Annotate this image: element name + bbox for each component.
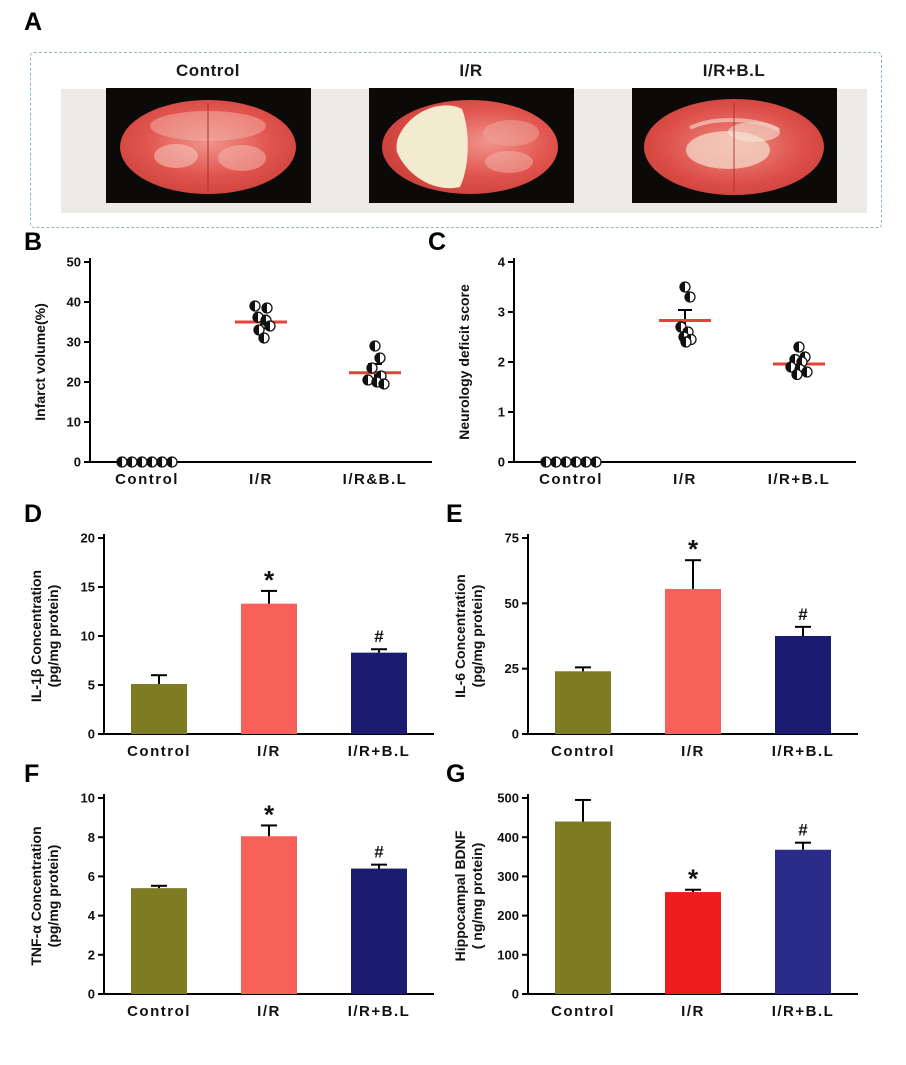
- svg-text:10: 10: [67, 415, 81, 430]
- svg-text:100: 100: [497, 947, 519, 962]
- panel-c-neurology-score-scatter-chart: 0 1 2 3 4 Control I/R I/R+B.L Neurology deficit …: [452, 250, 872, 500]
- svg-text:I/R: I/R: [249, 471, 273, 488]
- svg-text:*: *: [688, 534, 699, 564]
- brain-caption-control: Control: [176, 61, 240, 80]
- svg-text:0: 0: [88, 727, 95, 742]
- svg-text:Hippocampal BDNF: Hippocampal BDNF: [452, 830, 468, 961]
- svg-text:0: 0: [498, 455, 505, 470]
- svg-text:Control: Control: [127, 1003, 191, 1020]
- svg-text:I/R: I/R: [257, 1003, 281, 1020]
- svg-text:Control: Control: [551, 1003, 615, 1020]
- svg-text:50: 50: [67, 255, 81, 270]
- svg-text:0: 0: [512, 727, 519, 742]
- brain-figure-ir: I/R: [366, 61, 576, 227]
- svg-text:20: 20: [67, 375, 81, 390]
- svg-text:6: 6: [88, 869, 95, 884]
- svg-text:Control: Control: [551, 743, 615, 760]
- svg-text:I/R: I/R: [681, 743, 705, 760]
- svg-text:2: 2: [498, 355, 505, 370]
- svg-text:I/R+B.L: I/R+B.L: [348, 1003, 411, 1020]
- svg-text:20: 20: [81, 531, 95, 546]
- svg-text:25: 25: [505, 661, 519, 676]
- svg-text:Neurology deficit score: Neurology deficit score: [456, 284, 472, 440]
- brain-caption-irbl: I/R+B.L: [702, 61, 766, 80]
- svg-text:(pg/mg protein): (pg/mg protein): [45, 845, 61, 948]
- svg-text:I/R+B.L: I/R+B.L: [768, 471, 831, 488]
- svg-text:5: 5: [88, 678, 95, 693]
- svg-text:I/R: I/R: [257, 743, 281, 760]
- svg-text:(pg/mg protein): (pg/mg protein): [45, 585, 61, 688]
- svg-text:40: 40: [67, 295, 81, 310]
- panel-e-il6-bar-chart: 0 25 50 75 Control I/R I/R+B.L IL-6 Concentrati…: [452, 522, 872, 770]
- svg-text:8: 8: [88, 830, 95, 845]
- svg-text:I/R+B.L: I/R+B.L: [772, 743, 835, 760]
- svg-text:IL-1β Concentration: IL-1β Concentration: [28, 570, 44, 702]
- svg-text:15: 15: [81, 580, 95, 595]
- svg-text:500: 500: [497, 791, 519, 806]
- svg-text:Control: Control: [539, 471, 603, 488]
- panel-c-label: C: [428, 228, 447, 256]
- svg-text:200: 200: [497, 908, 519, 923]
- brain-figure-irbl: I/R+B.L: [629, 61, 839, 227]
- svg-text:I/R+B.L: I/R+B.L: [772, 1003, 835, 1020]
- svg-text:( ng/mg protein): ( ng/mg protein): [469, 843, 485, 950]
- svg-text:(pg/mg protein): (pg/mg protein): [469, 585, 485, 688]
- panel-d-il1b-bar-chart: 0 5 10 15 20 Control I/R I/R+B.L IL-1β Concentra…: [28, 522, 448, 770]
- svg-text:#: #: [374, 627, 384, 646]
- svg-text:0: 0: [74, 455, 81, 470]
- svg-text:I/R: I/R: [681, 1003, 705, 1020]
- panel-f-tnfa-bar-chart: 0 2 4 6 8 10 Control I/R I/R+B.L TNF-α Concentrat…: [28, 782, 448, 1030]
- svg-text:Infarct volume(%): Infarct volume(%): [32, 303, 48, 420]
- brain-slice-irbl-image: [631, 88, 837, 203]
- panel-a-frame: Control: [30, 52, 882, 228]
- svg-text:0: 0: [512, 987, 519, 1002]
- svg-text:*: *: [264, 565, 275, 595]
- svg-text:10: 10: [81, 629, 95, 644]
- svg-text:75: 75: [505, 531, 519, 546]
- svg-text:10: 10: [81, 791, 95, 806]
- svg-text:I/R: I/R: [673, 471, 697, 488]
- brain-caption-ir: I/R: [459, 61, 483, 80]
- svg-text:Control: Control: [115, 471, 179, 488]
- svg-text:Control: Control: [127, 743, 191, 760]
- svg-text:IL-6 Concentration: IL-6 Concentration: [452, 574, 468, 698]
- svg-text:#: #: [798, 821, 808, 840]
- svg-text:#: #: [798, 605, 808, 624]
- panel-b-infarct-volume-scatter-chart: 0 10 20 30 40 50 Control I/R I/R&B.L Infarct volu…: [28, 250, 448, 500]
- svg-text:400: 400: [497, 830, 519, 845]
- brain-slice-ir-image: [368, 88, 574, 203]
- panel-d-label: D: [24, 500, 43, 528]
- svg-text:I/R+B.L: I/R+B.L: [348, 743, 411, 760]
- svg-text:#: #: [374, 843, 384, 862]
- brain-figure-control: Control: [103, 61, 313, 227]
- brain-slice-control-image: [105, 88, 311, 203]
- svg-text:I/R&B.L: I/R&B.L: [343, 471, 408, 488]
- svg-text:*: *: [264, 799, 275, 829]
- svg-text:3: 3: [498, 305, 505, 320]
- svg-text:30: 30: [67, 335, 81, 350]
- svg-text:1: 1: [498, 405, 505, 420]
- svg-text:0: 0: [88, 987, 95, 1002]
- panel-b-label: B: [24, 228, 43, 256]
- svg-text:300: 300: [497, 869, 519, 884]
- panel-e-label: E: [446, 500, 463, 528]
- svg-text:50: 50: [505, 596, 519, 611]
- svg-text:4: 4: [498, 255, 506, 270]
- panel-a-label: A: [24, 8, 43, 36]
- svg-text:4: 4: [88, 908, 96, 923]
- svg-text:*: *: [688, 864, 699, 894]
- panel-f-label: F: [24, 760, 40, 788]
- panel-g-label: G: [446, 760, 466, 788]
- svg-text:2: 2: [88, 947, 95, 962]
- panel-g-bdnf-bar-chart: 0 100 200 300 400 500 Control I/R I/R+B.L Hippoca…: [452, 782, 872, 1030]
- brain-image-row: Control: [31, 53, 881, 227]
- svg-text:TNF-α Concentration: TNF-α Concentration: [28, 826, 44, 965]
